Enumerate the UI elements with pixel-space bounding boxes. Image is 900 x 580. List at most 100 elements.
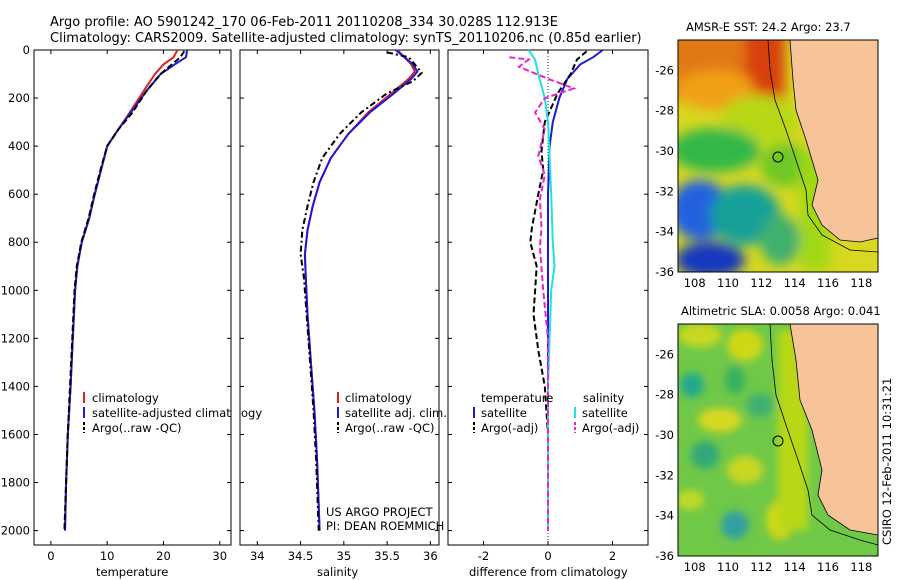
- difference-series-temperature-argo-adj-: [529, 50, 588, 531]
- sla-blob: [678, 490, 704, 510]
- pi-label: PI: DEAN ROEMMICH: [326, 519, 444, 533]
- project-label: US ARGO PROJECT: [326, 505, 434, 519]
- sst-map-xtick-label: 116: [817, 276, 839, 290]
- sla-land: [770, 324, 878, 535]
- temperature-axis-label: temperature: [96, 565, 168, 579]
- sst-map-ytick-label: -36: [655, 265, 674, 279]
- temperature-xtick-label: 20: [156, 549, 171, 563]
- sst-map-xtick-label: 110: [717, 276, 739, 290]
- sst-map-ytick-label: -34: [655, 225, 674, 239]
- sst-argo-marker: [772, 151, 784, 163]
- sst-blob: [760, 143, 810, 187]
- legend-label: Argo(..raw -QC): [92, 421, 182, 435]
- temperature-xtick-label: 30: [212, 549, 227, 563]
- sla-coastline: [789, 324, 878, 536]
- temperature-xtick-label: 0: [47, 549, 54, 563]
- sst-coastline: [789, 40, 878, 243]
- depth-tick-label: 1400: [1, 379, 30, 393]
- sla-blob: [691, 441, 719, 469]
- temperature-legend: climatology satellite-adjusted climatolo…: [83, 391, 262, 435]
- legend-label: satellite: [582, 406, 628, 420]
- legend-header-temperature: temperature: [481, 391, 553, 405]
- sst-map-xtick-label: 108: [684, 276, 706, 290]
- difference-xtick-label: -2: [478, 549, 489, 563]
- legend-label: Argo(..raw -QC): [345, 421, 435, 435]
- temperature-xtick-label: 10: [100, 549, 115, 563]
- depth-tick-label: 800: [8, 235, 30, 249]
- sst-blob: [760, 215, 800, 265]
- legend-label: Argo(-adj): [582, 421, 639, 435]
- difference-axis-label: difference from climatology: [469, 565, 628, 579]
- sst-blob: [678, 242, 745, 272]
- sla-blob: [698, 408, 742, 432]
- salinity-panel: [239, 49, 440, 546]
- legend-label: Argo(-adj): [481, 421, 538, 435]
- sla-argo-marker: [772, 435, 784, 447]
- sst-blob: [678, 128, 760, 172]
- sla-map-frame: [677, 323, 879, 557]
- temperature-panel: [33, 49, 232, 546]
- depth-tick-label: 2000: [1, 524, 30, 538]
- axes-layer: 0 10 20 30020040060080010001200140016001800…: [1, 43, 873, 574]
- sst-map-xtick-label: 118: [850, 276, 872, 290]
- difference-xtick-label: 0: [544, 549, 551, 563]
- sla-blob: [725, 366, 745, 394]
- depth-tick-label: 1000: [1, 283, 30, 297]
- legend-header-salinity: salinity: [583, 391, 624, 405]
- sla-map-xtick-label: 108: [684, 560, 706, 574]
- legend-label: satellite-adjusted climatology: [92, 406, 262, 420]
- sst-contour: [767, 40, 878, 253]
- sst-blob: [678, 70, 755, 110]
- clip-mask: [231, 388, 240, 438]
- legend-label: satellite: [481, 406, 527, 420]
- sst-map-title: AMSR-E SST: 24.2 Argo: 23.7: [686, 20, 851, 34]
- salinity-legend: climatology satellite adj. clim. Argo(..…: [337, 391, 447, 435]
- salinity-xtick-label: 35.5: [374, 549, 400, 563]
- sla-blob: [746, 393, 774, 417]
- difference-series-salinity-argo-adj-: [509, 56, 577, 531]
- salinity-xtick-label: 35: [337, 549, 352, 563]
- credit-label: CSIRO 12-Feb-2011 10:31:21: [880, 378, 894, 545]
- depth-tick-label: 1200: [1, 331, 30, 345]
- salinity-series-argo-raw-qc-: [299, 51, 424, 531]
- depth-tick-label: 400: [8, 139, 30, 153]
- sla-map-xtick-label: 114: [784, 560, 806, 574]
- sla-field: [678, 324, 808, 540]
- sla-map-ytick-label: -30: [655, 428, 674, 442]
- difference-xtick-label: 2: [609, 549, 616, 563]
- temperature-series-argo-raw-qc-: [63, 50, 186, 531]
- sla-map-title: Altimetric SLA: 0.0058 Argo: 0.041: [681, 304, 881, 318]
- sst-map-ytick-label: -28: [655, 104, 674, 118]
- figure-title-line2: Climatology: CARS2009. Satellite-adjuste…: [50, 31, 642, 46]
- sla-map-xtick-label: 118: [850, 560, 872, 574]
- sst-map-ytick-label: -32: [655, 184, 674, 198]
- sla-map-ytick-label: -26: [655, 347, 674, 361]
- difference-legend: temperature salinity satellite Argo(-adj…: [473, 391, 639, 435]
- depth-tick-label: 0: [23, 43, 30, 57]
- salinity-xtick-label: 34.5: [288, 549, 314, 563]
- depth-tick-label: 1800: [1, 476, 30, 490]
- sla-blob: [680, 373, 704, 397]
- sla-blob: [678, 324, 722, 347]
- salinity-xtick-label: 34: [250, 549, 265, 563]
- figure-title-line1: Argo profile: AO 5901242_170 06-Feb-2011…: [50, 15, 558, 30]
- sst-map-ytick-label: -26: [655, 63, 674, 77]
- sst-map: [678, 40, 878, 272]
- depth-tick-label: 600: [8, 187, 30, 201]
- sla-blob: [721, 511, 749, 539]
- sst-map-xtick-label: 112: [750, 276, 772, 290]
- sla-map-xtick-label: 112: [750, 560, 772, 574]
- series-layer: [63, 49, 604, 531]
- sla-map-ytick-label: -36: [655, 549, 674, 563]
- sla-map: [678, 324, 878, 556]
- sla-contour: [769, 324, 878, 546]
- sst-map-frame: [677, 39, 879, 273]
- sla-map-ytick-label: -32: [655, 468, 674, 482]
- legend-label: climatology: [345, 391, 412, 405]
- difference-series-temperature-satellite: [547, 49, 604, 531]
- legend-label: satellite adj. clim.: [345, 406, 447, 420]
- sst-map-xtick-label: 114: [784, 276, 806, 290]
- sla-map-ytick-label: -34: [655, 509, 674, 523]
- legend-label: climatology: [92, 391, 159, 405]
